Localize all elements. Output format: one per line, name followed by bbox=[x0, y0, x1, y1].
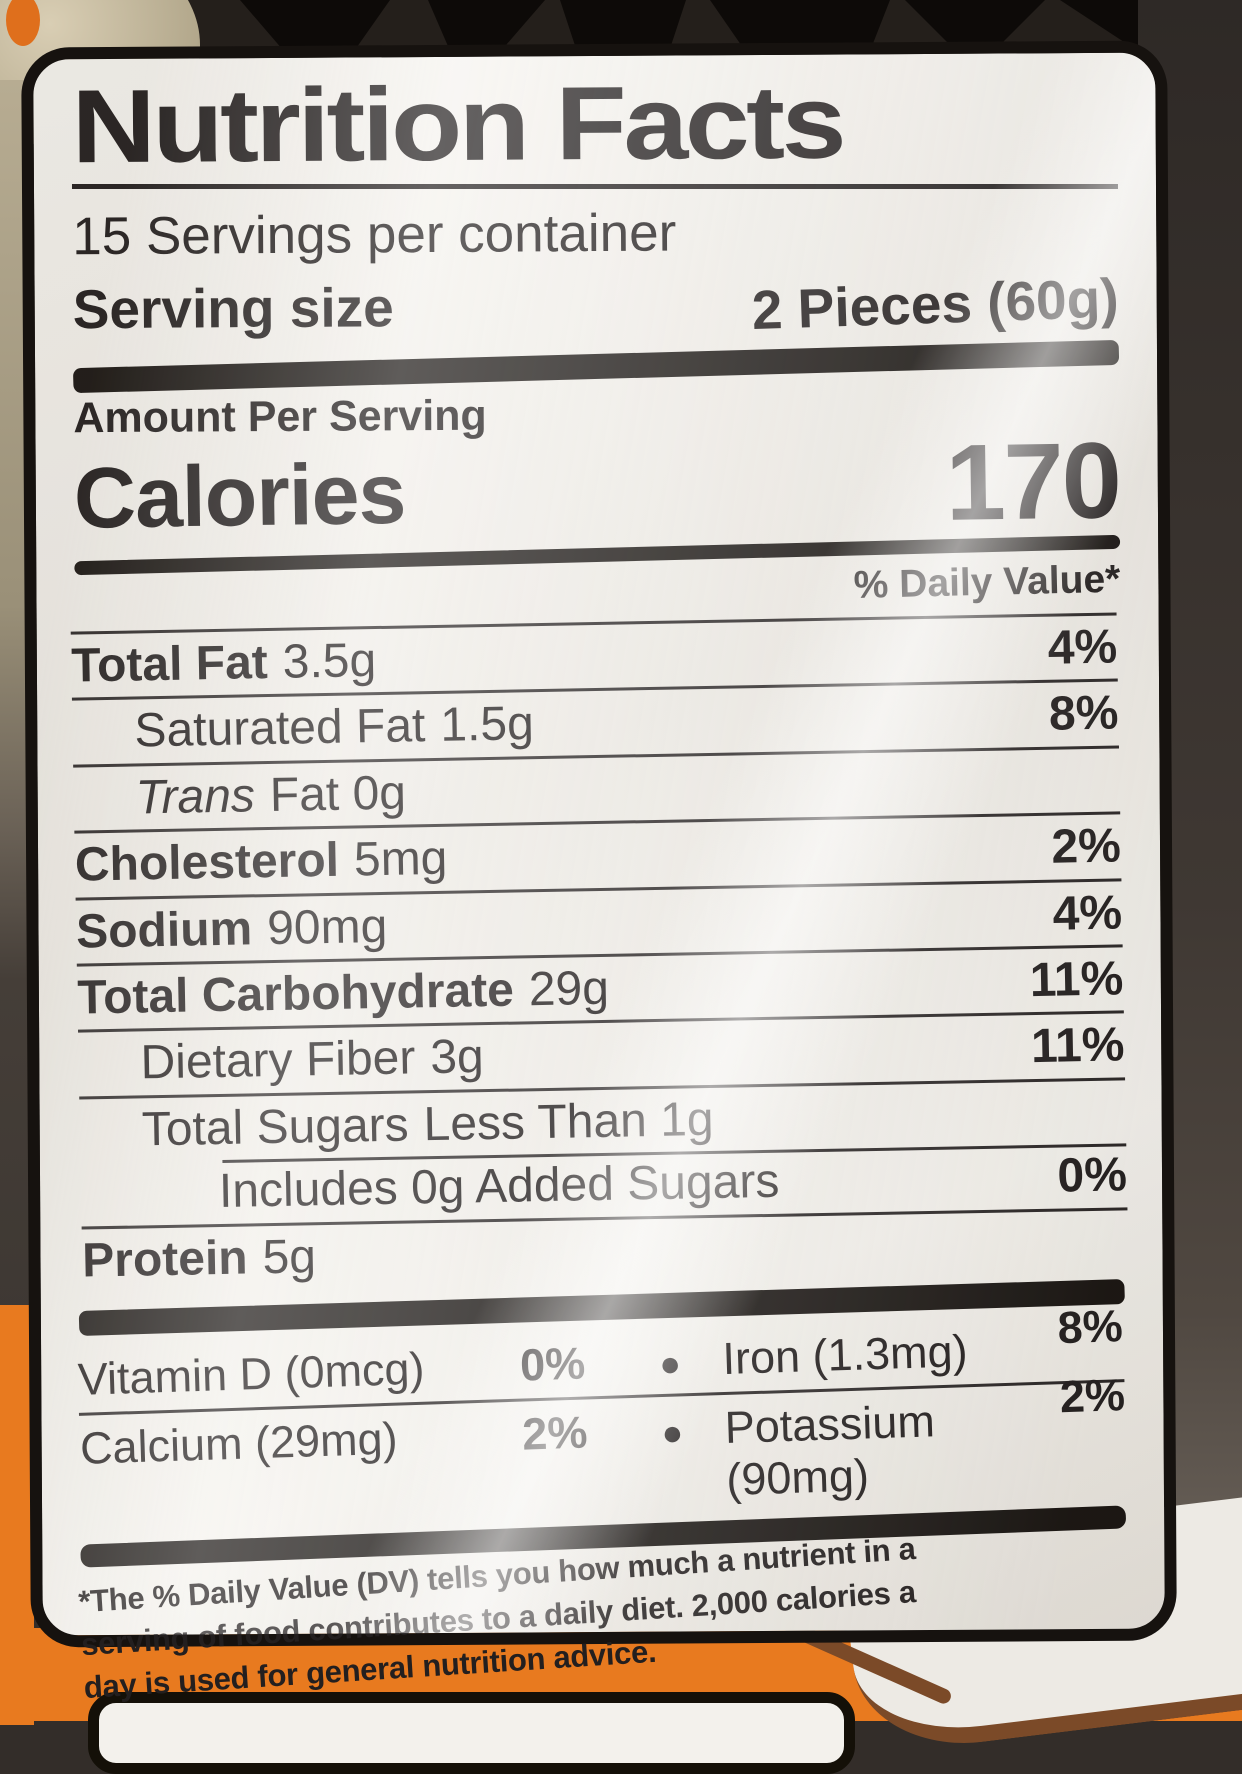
nutrient-amount: 5mg bbox=[353, 831, 448, 887]
micronutrient-dv: 0% bbox=[519, 1337, 586, 1391]
nutrient-amount: Less Than 1g bbox=[423, 1092, 715, 1151]
title-rule bbox=[71, 184, 1118, 190]
micronutrient-name: Calcium (29mg) bbox=[79, 1412, 399, 1474]
package-orange-corner bbox=[6, 0, 40, 46]
separator-bar-thick bbox=[72, 339, 1120, 394]
nutrient-name: Trans bbox=[135, 768, 256, 825]
nutrient-name: Dietary Fiber bbox=[140, 1031, 416, 1090]
serving-size-row: Serving size 2 Pieces (60g) bbox=[72, 267, 1120, 341]
micronutrient-dv: 2% bbox=[1059, 1368, 1126, 1422]
micronutrient-name: Potassium (90mg) bbox=[723, 1394, 936, 1505]
nutrient-name: Sodium bbox=[75, 901, 253, 958]
nutrient-name: Includes 0g Added Sugars bbox=[218, 1154, 780, 1218]
nutrient-dv: 4% bbox=[1047, 620, 1118, 675]
nutrient-dv: 11% bbox=[1029, 952, 1124, 1007]
nutrient-dv: 4% bbox=[1052, 885, 1123, 941]
nutrient-name: Total Fat bbox=[70, 635, 269, 693]
nutrient-amount bbox=[794, 1154, 795, 1207]
micronutrient-name: Vitamin D (0mcg) bbox=[77, 1342, 426, 1405]
nutrient-rows: Total Fat 3.5g 4% Saturated Fat 1.5g 8% Tr… bbox=[70, 612, 1129, 1293]
nutrient-name: Saturated Fat bbox=[134, 699, 426, 758]
nutrient-amount: Fat 0g bbox=[269, 766, 407, 822]
nutrient-amount: 1.5g bbox=[439, 697, 535, 753]
bullet-icon: ● bbox=[658, 1342, 682, 1384]
nutrition-facts-label: Nutrition Facts 15 Servings per containe… bbox=[21, 40, 1177, 1704]
micronutrient-rows: Vitamin D (0mcg) 0% ● Iron (1.3mg) 8% Ca… bbox=[77, 1300, 1129, 1534]
micronutrient-dv: 2% bbox=[521, 1406, 589, 1460]
micronutrient-name: Iron (1.3mg) bbox=[721, 1324, 969, 1384]
nutrient-dv: 2% bbox=[1050, 819, 1122, 874]
nutrient-dv: 8% bbox=[1048, 686, 1119, 741]
nutrient-name: Total Carbohydrate bbox=[76, 963, 515, 1025]
calories-value: 170 bbox=[944, 419, 1121, 543]
calories-row: Calories 170 bbox=[73, 419, 1121, 547]
nutrient-name: Cholesterol bbox=[74, 833, 340, 892]
nutrient-name: Total Sugars bbox=[141, 1098, 410, 1156]
micronutrient-dv: 8% bbox=[1056, 1299, 1124, 1353]
label-title: Nutrition Facts bbox=[71, 64, 844, 186]
nutrient-amount: 90mg bbox=[266, 899, 388, 955]
bullet-icon: ● bbox=[660, 1411, 684, 1453]
nutrient-amount: 5g bbox=[262, 1229, 317, 1284]
nutrient-dv: 0% bbox=[1056, 1148, 1128, 1203]
nutrient-name: Protein bbox=[81, 1230, 249, 1287]
nutrient-amount: 29g bbox=[528, 961, 610, 1017]
calories-label: Calories bbox=[73, 445, 406, 547]
serving-size-label: Serving size bbox=[72, 276, 394, 341]
nutrient-dv: 11% bbox=[1030, 1018, 1125, 1074]
nutrient-amount: 3g bbox=[429, 1030, 485, 1085]
serving-size-value: 2 Pieces (60g) bbox=[750, 266, 1120, 342]
nutrient-amount: 3.5g bbox=[282, 633, 377, 689]
servings-per-container: 15 Servings per container bbox=[72, 203, 677, 267]
second-label-box-edge bbox=[88, 1692, 855, 1774]
